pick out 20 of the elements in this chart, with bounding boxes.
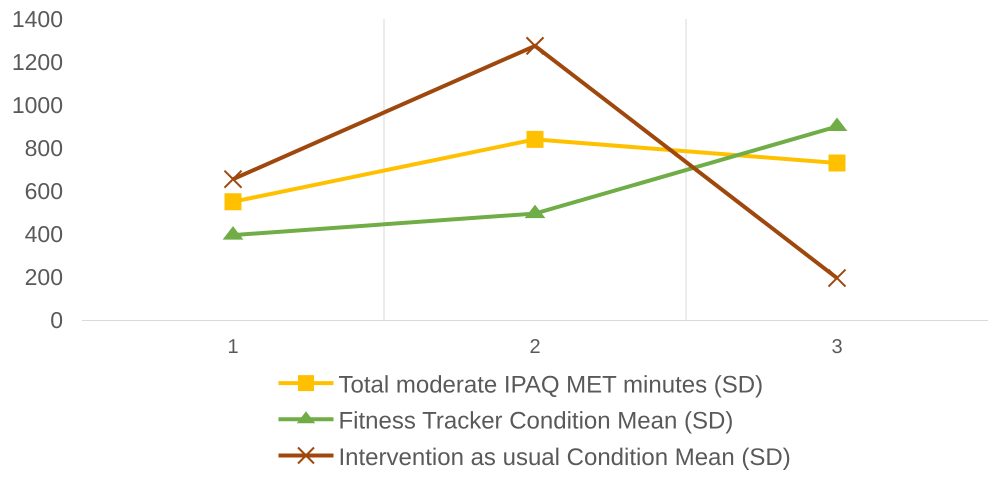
y-tick-label: 0 (50, 307, 63, 334)
y-tick-label: 200 (24, 264, 63, 290)
legend-label: Fitness Tracker Condition Mean (SD) (338, 408, 734, 435)
point (224, 170, 242, 189)
legend-label: Total moderate IPAQ MET minutes (SD) (338, 371, 764, 398)
legend-label: Intervention as usual Condition Mean (SD) (338, 444, 791, 471)
y-tick-label: 1000 (12, 92, 63, 118)
point (224, 193, 242, 210)
point (828, 154, 846, 172)
point (526, 36, 544, 56)
x-tick-label: 1 (227, 336, 239, 358)
point (526, 130, 544, 148)
y-tick-label: 600 (24, 178, 63, 204)
y-tick-label: 400 (24, 221, 63, 248)
y-tick-label: 800 (24, 135, 63, 162)
y-tick-label: 1200 (12, 49, 63, 76)
point (828, 268, 846, 288)
x-tick-label: 2 (529, 336, 541, 358)
x-tick-label: 3 (831, 336, 843, 358)
y-tick-label: 1400 (12, 6, 63, 32)
